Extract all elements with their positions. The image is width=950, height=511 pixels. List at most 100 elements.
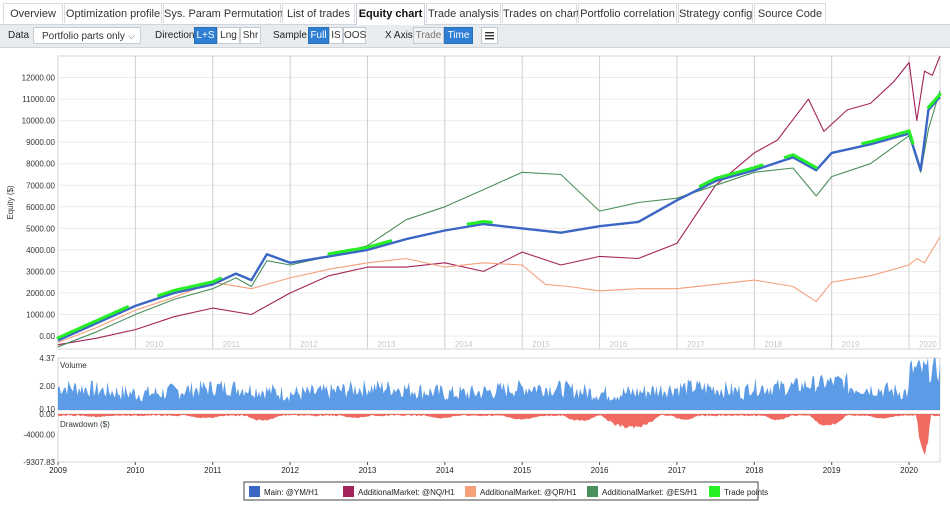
tab-equity-chart[interactable]: Equity chart <box>356 3 425 25</box>
tab-overview[interactable]: Overview <box>3 3 63 23</box>
equity-plot-area <box>57 55 941 350</box>
tab-trade-analysis[interactable]: Trade analysis <box>426 3 501 23</box>
series-line-main-ym-h1 <box>57 96 941 342</box>
year-watermark-label: 2017 <box>687 340 705 349</box>
x-tick-label: 2020 <box>900 466 918 475</box>
menu-lines-icon <box>485 32 494 40</box>
tab-trades-on-chart[interactable]: Trades on chart <box>502 3 580 23</box>
tab-list-of-trades[interactable]: List of trades <box>282 3 355 23</box>
trade-points-segment <box>783 153 818 170</box>
year-watermark-label: 2014 <box>455 340 473 349</box>
equity-tick-label: 6000.00 <box>26 203 55 212</box>
volume-tick-label: 4.37 <box>39 354 55 363</box>
trade-points-segment <box>157 276 222 298</box>
x-tick-label: 2018 <box>745 466 763 475</box>
trade-points-segment <box>698 163 764 188</box>
year-watermark-label: 2018 <box>764 340 782 349</box>
x-tick-label: 2011 <box>204 466 222 475</box>
x-tick-label: 2015 <box>513 466 531 475</box>
series-line-additionalmarket-es-h1 <box>57 90 941 348</box>
sample-option-is[interactable]: IS <box>329 27 343 44</box>
drawdown-tick-label: -9307.83 <box>23 458 55 467</box>
legend-entry: Trade points <box>724 488 768 497</box>
equity-tick-label: 10000.00 <box>22 117 56 126</box>
equity-tick-label: 11000.00 <box>22 95 55 104</box>
equity-tick-label: 12000.00 <box>22 74 56 83</box>
volume-tick-label: 2.00 <box>39 382 55 391</box>
drawdown-tick-label: -4000.00 <box>23 431 55 440</box>
x-tick-label: 2010 <box>126 466 144 475</box>
legend-swatch <box>709 486 720 497</box>
year-watermark-label: 2012 <box>300 340 318 349</box>
chart-toolbar: Data Portfolio parts only ⌵ Direction L+… <box>0 25 950 48</box>
direction-label: Direction <box>155 30 195 41</box>
year-watermark-label: 2020 <box>919 340 937 349</box>
direction-option-shr[interactable]: Shr <box>240 27 261 44</box>
tab-source-code[interactable]: Source Code <box>754 3 826 23</box>
tab-portfolio-correlation[interactable]: Portfolio correlation <box>578 3 677 23</box>
series-line-additionalmarket-nq-h1 <box>57 55 941 346</box>
x-tick-label: 2013 <box>359 466 377 475</box>
legend-entry: AdditionalMarket: @QR/H1 <box>480 488 577 497</box>
x-tick-label: 2017 <box>668 466 686 475</box>
tab-optimization-profile[interactable]: Optimization profile <box>64 3 162 23</box>
x-tick-label: 2012 <box>281 466 299 475</box>
drawdown-panel <box>57 413 941 463</box>
trade-points-segment <box>327 239 393 256</box>
x-tick-label: 2019 <box>823 466 841 475</box>
year-watermark-label: 2013 <box>377 340 395 349</box>
direction-option-lng[interactable]: Lng <box>217 27 240 44</box>
xaxis-option-trade[interactable]: Trade <box>413 27 444 44</box>
x-tick-label: 2009 <box>49 466 67 475</box>
equity-tick-label: 1000.00 <box>26 311 55 320</box>
sample-option-oos[interactable]: OOS <box>343 27 366 44</box>
tab-sys-param-permutation[interactable]: Sys. Param Permutation <box>163 3 283 23</box>
sample-label: Sample <box>273 30 307 41</box>
year-watermark-label: 2011 <box>223 340 241 349</box>
drawdown-label: Drawdown ($) <box>60 420 110 429</box>
equity-tick-label: 9000.00 <box>26 138 55 147</box>
x-tick-label: 2016 <box>591 466 609 475</box>
data-label: Data <box>8 30 30 41</box>
equity-tick-label: 7000.00 <box>26 181 55 190</box>
x-tick-label: 2014 <box>436 466 454 475</box>
legend-entry: AdditionalMarket: @ES/H1 <box>602 488 698 497</box>
legend-swatch <box>343 486 354 497</box>
equity-axis-label: Equity ($) <box>6 185 15 220</box>
equity-tick-label: 0.00 <box>39 332 55 341</box>
xaxis-option-time[interactable]: Time <box>444 27 473 44</box>
equity-tick-label: 8000.00 <box>26 160 55 169</box>
legend-swatch <box>587 486 598 497</box>
tab-strategy-config[interactable]: Strategy config <box>678 3 753 23</box>
series-line-additionalmarket-qr-h1 <box>57 236 941 344</box>
legend-entry: AdditionalMarket: @NQ/H1 <box>358 488 455 497</box>
volume-label: Volume <box>60 361 87 370</box>
volume-tick-label: 0.10 <box>39 405 55 414</box>
hamburger-menu-icon[interactable] <box>481 27 498 44</box>
equity-tick-label: 2000.00 <box>26 289 55 298</box>
equity-tick-label: 5000.00 <box>26 224 55 233</box>
legend-box <box>243 481 759 501</box>
equity-chart-svg: 0.00 1000.00 2000.00 3000.00 4000.00 5000.00 6… <box>6 55 942 501</box>
year-watermark-label: 2016 <box>610 340 628 349</box>
equity-tick-label: 4000.00 <box>26 246 55 255</box>
trade-points-segment <box>926 92 942 109</box>
legend-entry: Main: @YM/H1 <box>264 488 319 497</box>
year-watermark-label: 2010 <box>145 340 163 349</box>
trade-points-segment <box>56 305 130 340</box>
drawdown-tick-label: 0.00 <box>39 410 55 419</box>
year-watermark-label: 2019 <box>842 340 860 349</box>
direction-option-l-s[interactable]: L+S <box>194 27 217 44</box>
data-select-value: Portfolio parts only <box>42 31 125 42</box>
tab-bar: Overview Optimization profile Sys. Param P… <box>0 0 950 25</box>
volume-bars <box>58 358 940 410</box>
chevron-down-icon: ⌵ <box>128 31 135 41</box>
trade-points-segment <box>861 129 915 145</box>
trade-points-segment <box>466 219 493 226</box>
legend-swatch <box>249 486 260 497</box>
sample-option-full[interactable]: Full <box>308 27 329 44</box>
legend-swatch <box>465 486 476 497</box>
xaxis-label: X Axis <box>385 30 413 41</box>
equity-chart: 0.00 1000.00 2000.00 3000.00 4000.00 5000.00 6… <box>0 48 950 508</box>
data-select[interactable]: Portfolio parts only ⌵ <box>33 27 141 44</box>
